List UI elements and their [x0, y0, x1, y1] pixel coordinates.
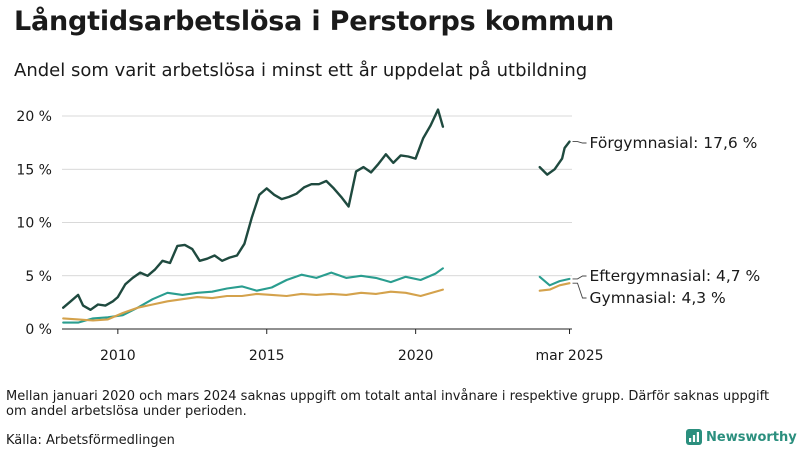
series-line-eftergymnasial-segment-2 — [538, 275, 571, 287]
series-line-forgymnasial-segment-2 — [538, 140, 571, 176]
newsworthy-logo: Newsworthy — [686, 429, 797, 445]
leader-line-gymnasial — [572, 282, 587, 299]
y-tick-label: 0 % — [25, 322, 52, 338]
y-tick-label: 5 % — [25, 269, 52, 285]
logo-text: Newsworthy — [706, 429, 797, 445]
line-chart: 0 % 5 % 10 % 15 % 20 % 2010 2015 2020 mar 2025 F… — [16, 108, 761, 364]
series-line-forgymnasial-segment-1 — [62, 108, 445, 311]
footnote: Mellan januari 2020 och mars 2024 saknas… — [6, 389, 770, 419]
leader-line-forgymnasial — [572, 141, 587, 144]
end-label-gymnasial: Gymnasial: 4,3 % — [590, 289, 726, 307]
x-tick-label: mar 2025 — [535, 348, 603, 364]
series-line-gymnasial-segment-1 — [62, 288, 444, 322]
grid-layer: 0 % 5 % 10 % 15 % 20 % 2010 2015 2020 mar 2025 — [16, 109, 603, 364]
chart-subtitle: Andel som varit arbetslösa i minst ett å… — [14, 60, 588, 81]
source-note: Källa: Arbetsförmedlingen — [6, 433, 175, 448]
x-tick-label: 2020 — [398, 348, 434, 364]
x-tick-label: 2010 — [100, 348, 136, 364]
series-line-gymnasial-segment-2 — [538, 282, 571, 292]
end-label-forgymnasial: Förgymnasial: 17,6 % — [590, 134, 758, 152]
series-layer — [62, 108, 571, 324]
y-tick-label: 10 % — [16, 216, 52, 232]
chart-title: Långtidsarbetslösa i Perstorps kommun — [14, 6, 614, 37]
y-tick-label: 20 % — [16, 109, 52, 125]
end-label-eftergymnasial: Eftergymnasial: 4,7 % — [590, 267, 761, 285]
leader-line-eftergymnasial — [572, 275, 587, 280]
series-line-eftergymnasial-segment-1 — [62, 267, 444, 324]
x-tick-label: 2015 — [249, 348, 285, 364]
label-layer: Förgymnasial: 17,6 % Eftergymnasial: 4,7 … — [572, 134, 761, 307]
y-tick-label: 15 % — [16, 162, 52, 178]
newsworthy-logo-icon — [686, 429, 702, 445]
